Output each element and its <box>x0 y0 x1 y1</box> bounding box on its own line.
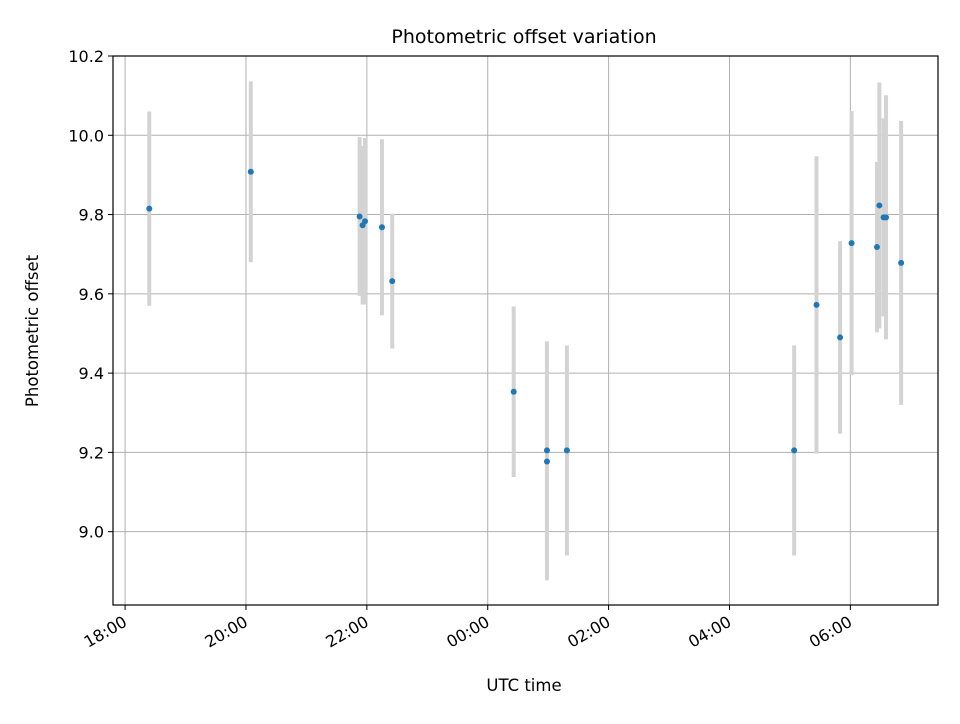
data-points <box>146 168 905 465</box>
data-point <box>848 240 855 247</box>
data-point <box>883 214 890 221</box>
data-point <box>543 458 550 465</box>
data-point <box>356 213 363 220</box>
data-point <box>813 301 820 308</box>
y-axis-label: Photometric offset <box>23 254 42 407</box>
data-point <box>873 244 880 251</box>
data-point <box>837 334 844 341</box>
data-point <box>898 259 905 266</box>
data-point <box>362 218 369 225</box>
data-point <box>791 447 798 454</box>
y-tick-label: 9.6 <box>79 285 104 304</box>
y-tick-label: 9.2 <box>79 443 104 462</box>
data-point <box>510 388 517 395</box>
data-point <box>247 168 254 175</box>
data-point <box>543 447 550 454</box>
y-tick-label: 9.4 <box>79 364 104 383</box>
plot-frame <box>112 55 939 606</box>
data-point <box>563 447 570 454</box>
chart-title: Photometric offset variation <box>391 26 656 48</box>
data-point <box>146 205 153 212</box>
y-tick-label: 10.2 <box>68 47 104 66</box>
data-point <box>389 278 396 285</box>
y-tick-label: 9.0 <box>79 523 104 542</box>
x-axis-label: UTC time <box>486 676 561 695</box>
y-tick-label: 9.8 <box>79 206 104 225</box>
y-axis-ticks: 9.0 9.2 9.4 9.6 9.8 10.0 10.2 <box>68 47 113 542</box>
data-point <box>378 224 385 231</box>
y-tick-label: 10.0 <box>68 126 104 145</box>
data-point <box>876 202 883 209</box>
